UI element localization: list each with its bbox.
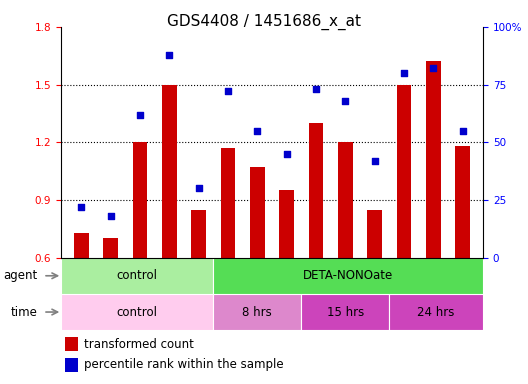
Bar [213, 294, 301, 330]
Bar [455, 146, 470, 258]
Bar [133, 142, 147, 258]
Bar [250, 167, 265, 258]
Text: 24 hrs: 24 hrs [418, 306, 455, 319]
Point [341, 98, 350, 104]
Bar [308, 123, 323, 258]
Bar [162, 84, 176, 258]
Bar [103, 238, 118, 258]
Bar [65, 358, 78, 372]
Text: transformed count: transformed count [84, 338, 194, 351]
Bar [65, 337, 78, 351]
Bar [397, 84, 411, 258]
Bar [74, 233, 89, 258]
Text: 8 hrs: 8 hrs [242, 306, 272, 319]
Point [77, 204, 86, 210]
Bar [301, 294, 389, 330]
Bar [191, 210, 206, 258]
Text: time: time [11, 306, 37, 319]
Bar [61, 258, 213, 294]
Point [165, 51, 174, 58]
Text: control: control [117, 269, 157, 282]
Bar [389, 294, 483, 330]
Point [194, 185, 203, 192]
Point [458, 127, 467, 134]
Point [106, 213, 115, 219]
Point [136, 111, 144, 118]
Point [224, 88, 232, 94]
Text: control: control [117, 306, 157, 319]
Bar [221, 148, 235, 258]
Bar [279, 190, 294, 258]
Bar [426, 61, 440, 258]
Text: percentile rank within the sample: percentile rank within the sample [84, 358, 284, 371]
Bar [213, 258, 483, 294]
Point [282, 151, 291, 157]
Text: agent: agent [3, 269, 37, 282]
Text: 15 hrs: 15 hrs [327, 306, 364, 319]
Point [429, 65, 438, 71]
Point [400, 70, 408, 76]
Bar [338, 142, 353, 258]
Text: DETA-NONOate: DETA-NONOate [303, 269, 393, 282]
Point [253, 127, 261, 134]
Point [312, 86, 320, 92]
Bar [61, 294, 213, 330]
Text: GDS4408 / 1451686_x_at: GDS4408 / 1451686_x_at [167, 13, 361, 30]
Point [370, 158, 379, 164]
Bar [367, 210, 382, 258]
